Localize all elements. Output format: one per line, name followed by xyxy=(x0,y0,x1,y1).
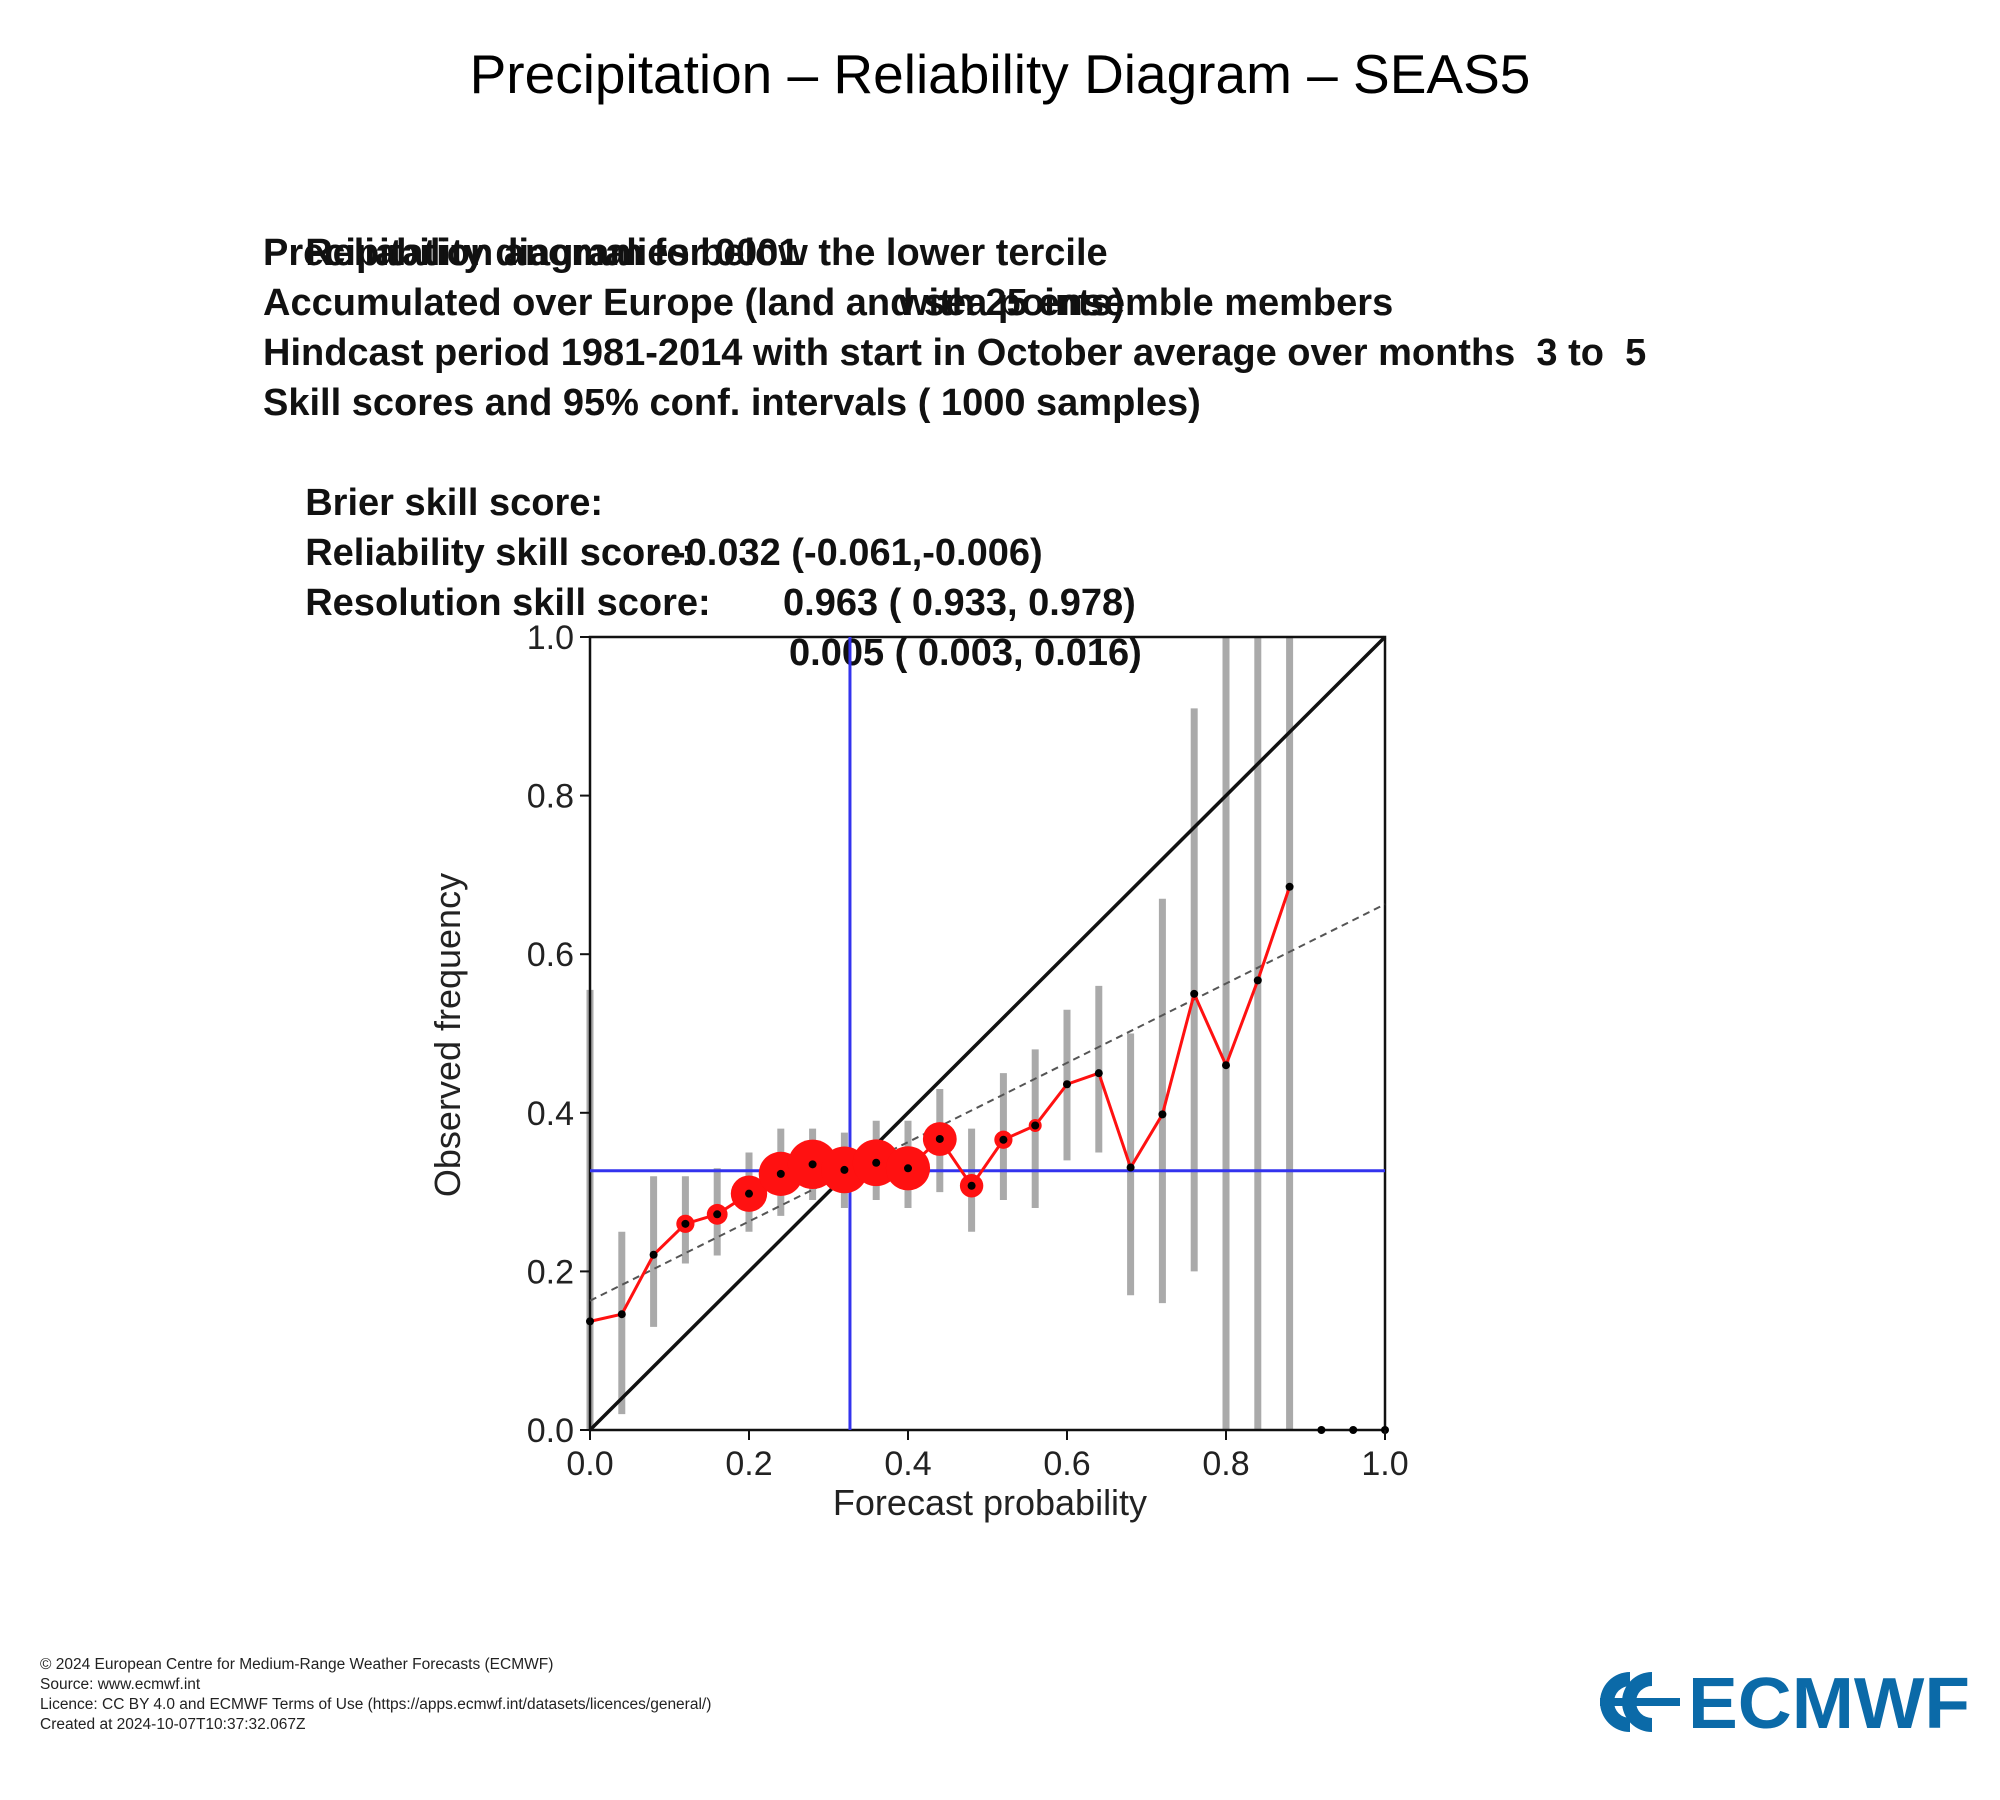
data-point-4 xyxy=(713,1210,722,1219)
rel-line: Reliability skill score: 0.963 ( 0.933, … xyxy=(263,478,1646,624)
x-tick-label-0: 0.0 xyxy=(566,1445,613,1483)
data-point-6 xyxy=(776,1169,785,1178)
page-title: Precipitation – Reliability Diagram – SE… xyxy=(469,43,1531,105)
data-point-12 xyxy=(967,1181,976,1190)
plot-frame xyxy=(588,635,1387,1432)
y-axis-label: Observed frequency xyxy=(427,873,468,1197)
ecmwf-logo: ECMWF xyxy=(1590,1660,1980,1744)
info-line-3: Accumulated over Europe (land and sea po… xyxy=(263,282,1125,324)
info-line-4: Hindcast period 1981-2014 with start in … xyxy=(263,332,1647,374)
ecmwf-logo-icon: ECMWF xyxy=(1600,1664,1970,1744)
data-point-15 xyxy=(1063,1080,1071,1089)
data-point-11 xyxy=(935,1134,944,1143)
y-tick-label-1: 0.2 xyxy=(527,1253,574,1291)
data-point-3 xyxy=(681,1219,690,1228)
rel-value: 0.963 ( 0.933, 0.978) xyxy=(783,582,1136,624)
y-tick-label-2: 0.4 xyxy=(527,1095,574,1133)
y-tick-label-0: 0.0 xyxy=(527,1412,574,1450)
y-tick-label-3: 0.6 xyxy=(527,936,574,974)
data-point-22 xyxy=(1285,882,1294,891)
res-value: 0.005 ( 0.003, 0.016) xyxy=(789,632,1142,674)
info-line-2: Precipitation anomalies below the lower … xyxy=(263,232,1108,274)
data-point-10 xyxy=(904,1164,912,1173)
info-line-1b: with 25 ensemble members xyxy=(899,282,1394,324)
data-point-18 xyxy=(1158,1110,1167,1119)
x-tick-label-4: 0.8 xyxy=(1202,1445,1249,1483)
data-point-19 xyxy=(1190,989,1199,998)
data-point-21 xyxy=(1253,976,1262,985)
reliability-chart: 0.0 0.2 0.4 0.6 0.8 1.0 0.0 0.2 0.4 0.6 0.8 1.0 For… xyxy=(427,619,1409,1523)
data-point-16 xyxy=(1094,1069,1103,1078)
data-point-13 xyxy=(999,1135,1008,1144)
y-tick-label-5: 1.0 xyxy=(527,619,574,657)
bss-value: -0.032 (-0.061,-0.006) xyxy=(673,532,1043,574)
x-tick-label-1: 0.2 xyxy=(725,1445,772,1483)
perfect-reliability-line xyxy=(588,635,1387,1432)
data-point-20 xyxy=(1222,1061,1230,1070)
source-line: Source: www.ecmwf.int xyxy=(40,1676,201,1693)
info-block: Reliability diagram for 0001 with 25 ens… xyxy=(263,178,1647,674)
data-point-8 xyxy=(840,1165,849,1174)
data-point-17 xyxy=(1126,1163,1135,1172)
bss-line: Brier skill score: -0.032 (-0.061,-0.006… xyxy=(263,428,1646,574)
rel-label: Reliability skill score: xyxy=(305,532,694,574)
data-point-1 xyxy=(617,1310,626,1319)
x-tick-label-2: 0.4 xyxy=(884,1445,931,1483)
footer: © 2024 European Centre for Medium-Range … xyxy=(40,1655,711,1735)
data-point-14 xyxy=(1031,1121,1040,1130)
data-point-9 xyxy=(872,1158,881,1167)
data-point-23 xyxy=(1317,1426,1326,1434)
data-point-2 xyxy=(649,1250,658,1259)
x-tick-label-3: 0.6 xyxy=(1043,1445,1090,1483)
x-tick-label-5: 1.0 xyxy=(1361,1445,1408,1483)
data-point-24 xyxy=(1349,1426,1358,1434)
regression-line xyxy=(589,903,1386,1302)
created-line: Created at 2024-10-07T10:37:32.067Z xyxy=(40,1716,306,1733)
res-line: Resolution skill score: 0.005 ( 0.003, 0… xyxy=(263,528,1646,674)
bss-label: Brier skill score: xyxy=(305,482,604,524)
data-point-5 xyxy=(745,1189,753,1198)
res-label: Resolution skill score: xyxy=(305,582,711,624)
copyright-line: © 2024 European Centre for Medium-Range … xyxy=(40,1656,554,1673)
info-line-5: Skill scores and 95% conf. intervals ( 1… xyxy=(263,382,1201,424)
info-line-1: Reliability diagram for 0001 with 25 ens… xyxy=(263,178,1646,324)
info-line-1a: Reliability diagram for 0001 xyxy=(305,232,800,274)
licence-line: Licence: CC BY 4.0 and ECMWF Terms of Us… xyxy=(40,1696,712,1713)
y-tick-label-4: 0.8 xyxy=(527,778,574,816)
ecmwf-logo-text: ECMWF xyxy=(1688,1664,1970,1740)
data-point-7 xyxy=(808,1160,817,1169)
x-axis-label: Forecast probability xyxy=(833,1482,1147,1523)
data-point-0 xyxy=(586,1317,594,1326)
